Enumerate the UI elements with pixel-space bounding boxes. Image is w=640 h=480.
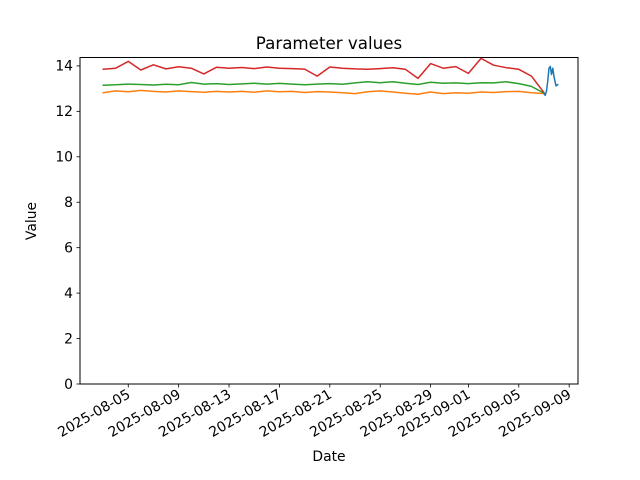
axes-frame bbox=[79, 57, 579, 385]
chart-title: Parameter values bbox=[256, 33, 402, 53]
plot-area: 024681012142025-08-052025-08-092025-08-1… bbox=[55, 57, 579, 441]
y-axis-label: Value bbox=[24, 202, 40, 240]
y-tick-label: 12 bbox=[55, 104, 73, 120]
x-axis-label: Date bbox=[312, 449, 345, 465]
y-tick-label: 0 bbox=[64, 377, 73, 393]
y-tick-label: 8 bbox=[64, 195, 73, 211]
y-tick-label: 14 bbox=[55, 59, 73, 75]
series-line-green-series bbox=[102, 81, 545, 94]
series-line-orange-series bbox=[102, 89, 545, 96]
series-line-blue-series bbox=[543, 65, 559, 97]
y-tick-label: 6 bbox=[64, 240, 73, 256]
series-line-red-series bbox=[102, 57, 545, 94]
y-tick-label: 10 bbox=[55, 150, 73, 166]
y-tick-label: 4 bbox=[64, 286, 73, 302]
y-tick-label: 2 bbox=[64, 331, 73, 347]
